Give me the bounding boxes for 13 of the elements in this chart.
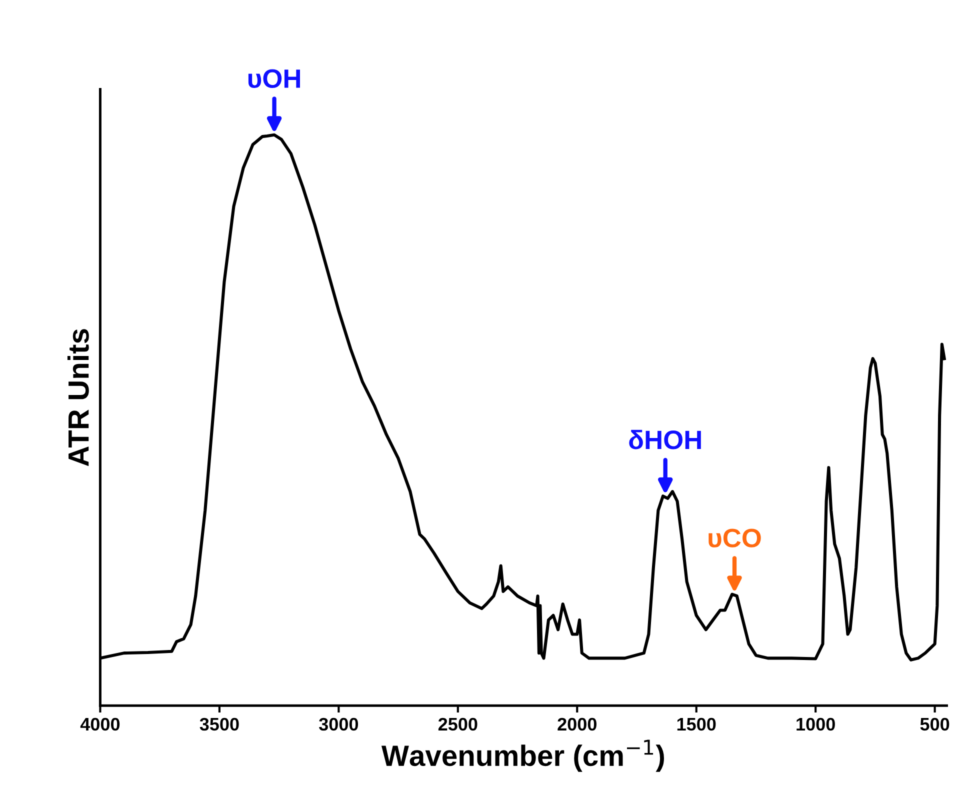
x-tick-label: 4000: [80, 718, 120, 731]
y-axis-title: ATR Units: [67, 329, 89, 466]
x-tick-label: 2500: [438, 718, 478, 731]
x-tick-label: 3000: [319, 718, 358, 731]
x-tick-label: 500: [920, 718, 950, 731]
x-axis-title: Wavenumber (cm$^{−1}$): [381, 740, 664, 772]
annotation: υCO: [708, 528, 761, 548]
annotation: υOH: [248, 69, 300, 88]
x-tick-label: 1000: [796, 718, 835, 731]
x-tick-label: 1500: [677, 718, 716, 731]
x-tick-label: 3500: [200, 718, 239, 731]
annotation: δHOH: [629, 430, 701, 450]
x-tick-label: 2000: [558, 718, 596, 731]
